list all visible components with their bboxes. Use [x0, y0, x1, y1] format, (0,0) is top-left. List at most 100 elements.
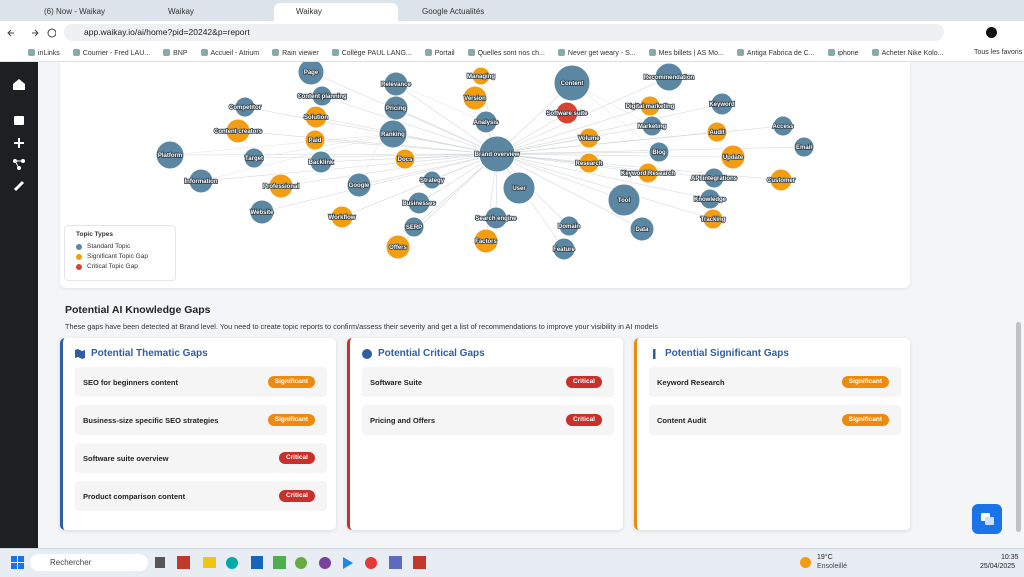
topic-node[interactable] [330, 205, 354, 229]
bookmark[interactable]: Never get weary - S... [558, 49, 636, 57]
topic-node[interactable] [297, 62, 325, 86]
topic-label: Docs [398, 157, 413, 163]
topic-label: Workflow [329, 215, 356, 221]
topic-node[interactable] [304, 129, 326, 151]
topic-node[interactable] [629, 216, 655, 242]
topic-node[interactable] [268, 173, 294, 199]
topic-node[interactable] [471, 66, 491, 86]
topic-node[interactable] [502, 171, 536, 205]
bookmark[interactable]: Courrier - Fred LAU... [73, 49, 150, 57]
chat-button[interactable] [972, 504, 1002, 534]
topic-node[interactable] [385, 234, 411, 260]
bookmark[interactable]: Portail [425, 49, 455, 57]
address-bar: app.waikay.io/ai/home?pid=20242&p=report [0, 21, 1024, 44]
topic-node[interactable] [346, 172, 372, 198]
topic-node[interactable] [484, 206, 508, 230]
topic-node[interactable] [703, 167, 725, 189]
search-box[interactable]: Rechercher [30, 554, 148, 571]
topic-node[interactable] [474, 110, 498, 134]
topic-node[interactable] [639, 95, 661, 117]
topic-node[interactable] [558, 215, 580, 237]
legend-label: Critical Topic Gap [87, 263, 138, 270]
topic-node[interactable] [578, 127, 600, 149]
gap-card: Potential Critical Gaps Software Suite Cri… [347, 338, 623, 530]
topic-node[interactable] [793, 136, 815, 158]
topic-node[interactable] [225, 118, 251, 144]
topic-label: Volume [578, 136, 600, 142]
topic-label: Tracking [701, 217, 726, 223]
topic-node[interactable] [578, 152, 600, 174]
scrollbar[interactable] [1016, 322, 1021, 532]
topic-label: Digital marketing [626, 104, 675, 110]
browser-tab[interactable]: Google Actualités [422, 7, 485, 16]
bookmark[interactable]: BNP [163, 49, 187, 57]
topic-node[interactable] [309, 150, 333, 174]
bookmark[interactable]: Antiga Fabrica de C... [737, 49, 815, 57]
topic-node[interactable] [710, 92, 734, 116]
browser-tab[interactable]: (6) Now - Waikay [44, 7, 106, 16]
graph-edge [237, 130, 498, 155]
topic-node[interactable] [249, 199, 275, 225]
gap-badge: Critical [278, 452, 315, 464]
topic-label: Website [251, 210, 275, 216]
topic-node[interactable] [378, 119, 408, 149]
url-field[interactable]: app.waikay.io/ai/home?pid=20242&p=report [64, 24, 944, 41]
weather: Ensoleillé [817, 563, 847, 570]
profile[interactable] [986, 27, 997, 38]
topic-node[interactable] [637, 162, 659, 184]
bookmark[interactable]: inLinks [28, 49, 60, 57]
sidebar-icons[interactable] [0, 62, 38, 202]
topic-node[interactable] [422, 170, 442, 190]
topic-node[interactable] [654, 62, 684, 92]
gap-badge: Significant [267, 414, 315, 426]
gap-item: SEO for beginners content Significant [75, 367, 327, 397]
topic-node[interactable] [311, 85, 333, 107]
topic-node[interactable] [607, 183, 641, 217]
browser-tab[interactable]: Waikay [168, 7, 194, 16]
bookmark[interactable]: iphone [828, 49, 859, 57]
bookmark[interactable]: Acheter Nike Kolo... [872, 49, 944, 57]
bookmark[interactable]: Mes billets | AS Mo... [649, 49, 724, 57]
topic-node[interactable] [403, 216, 425, 238]
bookmark[interactable]: Rain viewer [272, 49, 319, 57]
gap-label: Software suite overview [83, 454, 169, 463]
topic-node[interactable] [706, 121, 728, 143]
icon-shape [362, 349, 372, 359]
graph-edge [253, 153, 498, 159]
topic-node[interactable] [769, 168, 793, 192]
bookmark[interactable]: Accueil - Atrium [201, 49, 260, 57]
topic-node[interactable] [304, 105, 328, 129]
topic-node[interactable] [478, 135, 516, 173]
topic-node[interactable] [772, 115, 794, 137]
bookmark[interactable]: Collège PAUL LANG... [332, 49, 412, 57]
topic-label: Feature [553, 247, 575, 253]
graph-edge [496, 76, 670, 155]
topic-label: Backlink [309, 160, 334, 166]
all-bookmarks[interactable]: Tous les favoris [974, 49, 1023, 56]
topic-node[interactable] [473, 228, 499, 254]
topic-node[interactable] [702, 208, 724, 230]
topic-node[interactable] [188, 168, 214, 194]
bookmark[interactable]: Quelles sont nos ch... [468, 49, 545, 57]
topic-node[interactable] [243, 147, 265, 169]
topic-label: Brand overview [475, 152, 520, 158]
topic-label: Offers [389, 245, 407, 251]
topic-node[interactable] [155, 140, 185, 170]
topic-node[interactable] [648, 141, 670, 163]
topic-node[interactable] [462, 85, 488, 111]
browser-tab[interactable]: Waikay [274, 3, 398, 21]
graph-edge [169, 133, 394, 156]
topic-node[interactable] [552, 237, 576, 261]
gap-badge: Significant [267, 376, 315, 388]
graph-edge [496, 153, 714, 220]
topic-node[interactable] [555, 101, 579, 125]
topic-node[interactable] [407, 191, 431, 215]
topic-node[interactable] [234, 96, 256, 118]
taskbar: Rechercher 19°C Ensoleillé 10:35 25/04/2… [0, 548, 1024, 577]
taskbar-apps[interactable] [155, 555, 435, 571]
topic-node[interactable] [720, 144, 746, 170]
topic-node[interactable] [394, 148, 416, 170]
start-button[interactable] [11, 556, 25, 570]
topic-node[interactable] [553, 64, 591, 102]
nav-buttons[interactable] [6, 27, 56, 39]
